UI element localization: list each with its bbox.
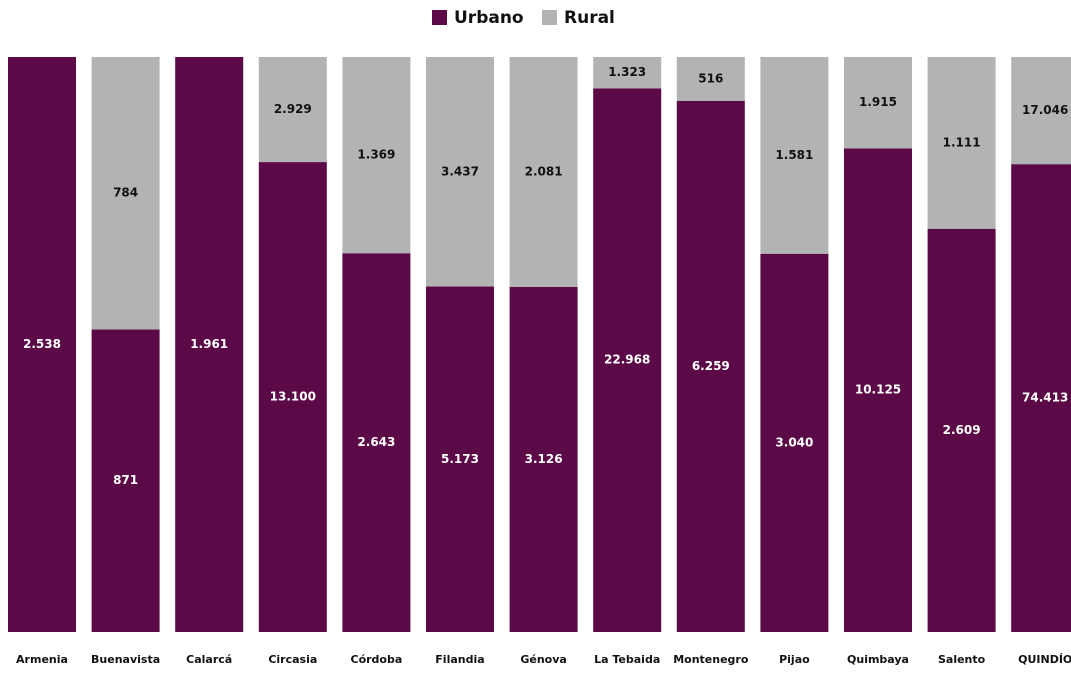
bar-segment bbox=[258, 57, 327, 163]
x-tick-label: Génova bbox=[520, 653, 566, 666]
bar-segment bbox=[844, 57, 912, 149]
bar-segment bbox=[760, 253, 829, 632]
bar-segment bbox=[1011, 57, 1071, 165]
data-label: 2.081 bbox=[525, 164, 563, 178]
legend-label: Urbano bbox=[454, 8, 524, 28]
bar-segment bbox=[426, 286, 494, 632]
x-tick-label: Buenavista bbox=[91, 653, 160, 666]
bar-segment bbox=[175, 57, 244, 632]
bar-segment bbox=[927, 228, 996, 632]
bar-segment bbox=[844, 148, 912, 632]
bar-segment bbox=[927, 57, 996, 229]
bar-segment bbox=[8, 57, 76, 632]
data-label: 6.259 bbox=[692, 359, 730, 373]
data-label: 3.040 bbox=[775, 435, 813, 449]
data-label: 1.369 bbox=[357, 148, 395, 162]
x-tick-label: QUINDÍO bbox=[1018, 653, 1071, 666]
data-label: 2.609 bbox=[943, 423, 981, 437]
bar-segment bbox=[1011, 164, 1071, 632]
data-label: 22.968 bbox=[604, 353, 650, 367]
x-tick-label: Armenia bbox=[16, 653, 68, 666]
data-label: 1.323 bbox=[608, 65, 646, 79]
x-tick-label: Quimbaya bbox=[847, 653, 909, 666]
legend-swatch bbox=[432, 10, 447, 25]
data-label: 74.413 bbox=[1022, 391, 1068, 405]
x-tick-label: Salento bbox=[938, 653, 986, 666]
bar-segment bbox=[760, 57, 829, 254]
legend-label: Rural bbox=[564, 8, 615, 28]
x-tick-label: Montenegro bbox=[673, 653, 749, 666]
bar-segment bbox=[676, 100, 745, 633]
bar-segment bbox=[509, 57, 578, 287]
bar-segment bbox=[342, 253, 411, 632]
x-tick-label: Córdoba bbox=[351, 653, 403, 666]
bar-segment bbox=[91, 57, 160, 330]
x-tick-label: Pijao bbox=[779, 653, 810, 666]
data-label: 1.961 bbox=[190, 337, 228, 351]
data-label: 1.111 bbox=[943, 135, 981, 149]
x-tick-label: Circasia bbox=[268, 653, 317, 666]
x-tick-label: La Tebaida bbox=[594, 653, 660, 666]
data-label: 871 bbox=[113, 473, 138, 487]
bar-segment bbox=[258, 162, 327, 632]
data-label: 17.046 bbox=[1022, 103, 1068, 117]
data-label: 5.173 bbox=[441, 452, 479, 466]
x-tick-label: Calarcá bbox=[186, 653, 232, 666]
data-label: 1.915 bbox=[859, 95, 897, 109]
data-label: 2.538 bbox=[23, 337, 61, 351]
legend-swatch bbox=[542, 10, 557, 25]
data-label: 2.929 bbox=[274, 102, 312, 116]
x-tick-label: Filandia bbox=[435, 653, 484, 666]
data-label: 13.100 bbox=[270, 390, 316, 404]
bar-segment bbox=[593, 57, 662, 89]
bar-segment bbox=[91, 329, 160, 632]
data-label: 516 bbox=[698, 71, 723, 85]
bar-segment bbox=[593, 88, 662, 633]
bar-segment bbox=[676, 57, 745, 101]
data-label: 784 bbox=[113, 186, 138, 200]
data-label: 2.643 bbox=[357, 435, 395, 449]
bar-segment bbox=[426, 57, 494, 287]
bar-segment bbox=[342, 57, 411, 254]
bar-segment bbox=[509, 286, 578, 632]
data-label: 3.126 bbox=[525, 452, 563, 466]
data-label: 3.437 bbox=[441, 164, 479, 178]
data-label: 10.125 bbox=[855, 383, 901, 397]
data-label: 1.581 bbox=[775, 148, 813, 162]
